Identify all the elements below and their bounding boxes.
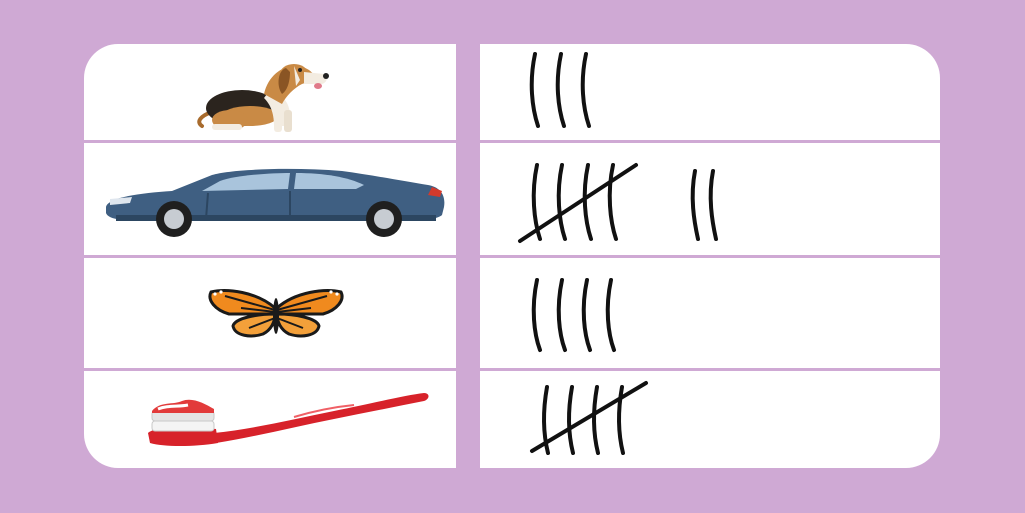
tally-cross-stroke <box>530 381 648 453</box>
toothbrush-icon <box>148 393 429 446</box>
row-divider <box>84 140 940 143</box>
butterfly-icon <box>208 289 344 338</box>
tally-stroke <box>605 278 616 352</box>
column-divider <box>456 44 480 468</box>
tally-stroke <box>617 385 625 455</box>
row-car-picture-cell <box>84 143 456 255</box>
dog-icon <box>197 64 329 132</box>
tally-marks-butterfly <box>531 278 616 352</box>
tally-stroke <box>592 385 600 455</box>
row-dog-picture-cell <box>84 44 456 140</box>
tally-stroke <box>582 163 593 241</box>
tally-stroke <box>708 169 718 241</box>
tally-stroke <box>531 163 542 241</box>
row-car-tally-cell <box>480 143 940 255</box>
row-divider <box>84 255 940 258</box>
car-icon <box>106 168 445 237</box>
tally-stroke <box>542 385 550 455</box>
tally-stroke <box>556 278 567 352</box>
tally-stroke <box>567 385 575 455</box>
row-butterfly-tally-cell <box>480 258 940 368</box>
tally-stroke <box>580 52 591 128</box>
tally-marks-dog <box>529 52 591 128</box>
tally-stroke <box>581 278 592 352</box>
tally-cross-stroke <box>518 163 638 243</box>
row-dog-tally-cell <box>480 44 940 140</box>
row-toothbrush-picture-cell <box>84 371 456 468</box>
tally-marks-car <box>518 163 718 243</box>
tally-stroke <box>690 169 700 241</box>
tally-stroke <box>529 52 540 128</box>
tally-stroke <box>556 163 567 241</box>
tally-chart-board <box>84 44 940 468</box>
row-butterfly-picture-cell <box>84 258 456 368</box>
row-divider <box>84 368 940 371</box>
tally-stroke <box>555 52 566 128</box>
tally-marks-toothbrush <box>530 381 648 455</box>
tally-stroke <box>531 278 542 352</box>
tally-stroke <box>607 163 618 241</box>
row-toothbrush-tally-cell <box>480 371 940 468</box>
